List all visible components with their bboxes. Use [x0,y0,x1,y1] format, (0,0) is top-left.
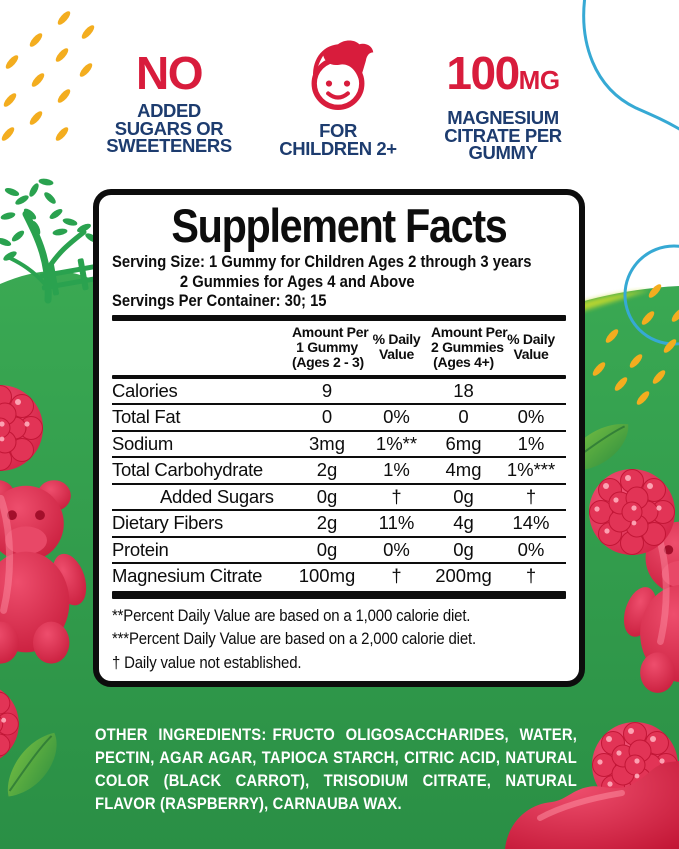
divider-medium [112,374,566,379]
table-row-sodium: Sodium 3mg 1%** 6mg 1% [112,429,566,457]
other-ingredients-text: FRUCTO OLIGOSACCHARIDES, WATER, PECTIN, … [95,725,577,813]
table-row-protein: Protein 0g 0% 0g 0% [112,535,566,563]
gummy-bear-illustration [505,761,679,849]
badge-text: ADDED SUGARS OR SWEETENERS [106,100,232,156]
table-row-dietary-fibers: Dietary Fibers 2g 11% 4g 14% [112,509,566,536]
footnotes: **Percent Daily Value are based on a 1,0… [112,604,566,675]
badge-dosage: 100MG MAGNESIUM CITRATE PER GUMMY [430,47,576,163]
serving-size-line: 2 Gummies for Ages 4 and Above [179,271,415,291]
fence-illustration [39,258,98,296]
table-row-added-sugars: Added Sugars 0g † 0g † [112,482,566,510]
nutrient-table: Calories 9 18 Total Fat 0 0% 0 0% Sodium… [112,379,566,589]
col-header-daily-value-2: % Daily Value [507,331,555,362]
divider-thick [112,590,566,599]
footnote-daily-value: † Daily value not established. [112,652,302,672]
badge-text: MAGNESIUM CITRATE PER GUMMY [444,107,562,163]
badge-headline: 100MG [446,47,560,99]
badge-for-children: FOR CHILDREN 2+ [266,36,410,157]
table-row-magnesium-citrate: Magnesium Citrate 100mg † 200mg † [112,562,566,589]
footnote-2000-calorie: ***Percent Daily Value are based on a 2,… [112,629,476,648]
child-face-icon [311,40,374,111]
divider-thick [112,314,566,321]
table-row-total-carbohydrate: Total Carbohydrate 2g 1% 4mg 1%*** [112,456,566,483]
badge-no-added-sugars: NO ADDED SUGARS OR SWEETENERS [98,47,240,156]
servings-per-container: Servings Per Container: 30; 15 [112,291,327,310]
teal-curve [582,0,679,131]
panel-title: Supplement Facts [171,199,507,252]
serving-size-line: Serving Size: 1 Gummy for Children Ages … [112,252,532,271]
col-header-amount-2-gummies: Amount Per 2 Gummies (Ages 4+) [431,323,508,370]
table-header-row: Amount Per 1 Gummy (Ages 2 - 3) % Daily … [112,321,566,375]
col-header-daily-value-1: % Daily Value [372,331,421,362]
raspberry-illustration [588,468,676,556]
supplement-facts-panel: Supplement Facts Serving Size: 1 Gummy f… [93,189,585,687]
table-row-calories: Calories 9 18 [112,379,474,401]
badge-headline: NO [136,47,204,99]
other-ingredients: OTHER INGREDIENTS: FRUCTO OLIGOSACCHARIDE… [95,723,577,815]
col-header-amount-1-gummy: Amount Per 1 Gummy (Ages 2 - 3) [292,323,369,370]
table-row-total-fat: Total Fat 0 0% 0 0% [112,403,566,430]
footnote-1000-calorie: **Percent Daily Value are based on a 1,0… [112,605,471,625]
yellow-dash-pattern-left [0,9,97,143]
serving-info: Serving Size: 1 Gummy for Children Ages … [112,252,566,311]
badge-text: FOR CHILDREN 2+ [279,120,397,159]
other-ingredients-label: OTHER INGREDIENTS: [95,725,267,744]
